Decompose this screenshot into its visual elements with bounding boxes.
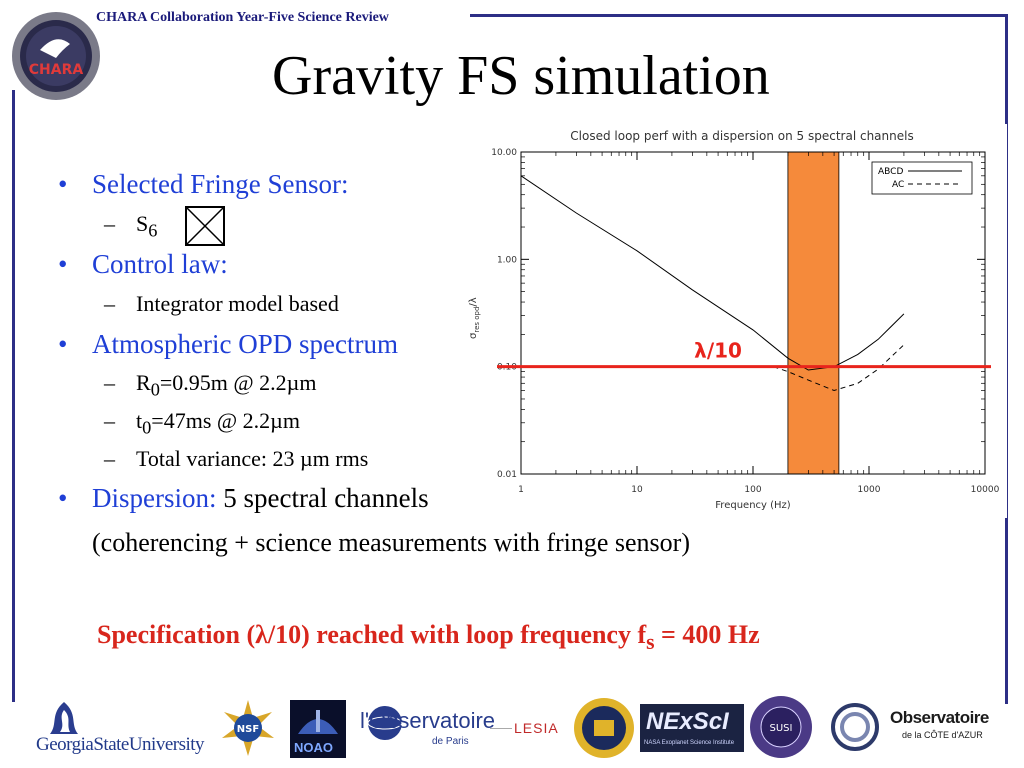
y-tick-label: 0.01 (497, 470, 517, 480)
chart-y-label-main: σ (468, 332, 479, 339)
nexsci-logo-subtext: NASA Exoplanet Science Institute (644, 740, 735, 746)
slide-title: Gravity FS simulation (272, 45, 770, 107)
susi-logo-text: SUSI (770, 723, 793, 734)
lesia-logo-text: LESIA (514, 720, 559, 736)
bullet-list: Selected Fringe Sensor: S6 Control law: … (58, 164, 618, 518)
chart-y-label: σres opd/λ (468, 297, 481, 339)
partner-logos: GeorgiaStateUniversity NSF NOAO l'Observ… (0, 692, 1024, 768)
x-tick-label: 100 (744, 485, 761, 495)
y-tick-label: 1.00 (497, 255, 517, 265)
spec-subscript: s (646, 630, 655, 655)
chart-svg: Closed loop perf with a dispersion on 5 … (462, 124, 1007, 518)
nexsci-logo-text: NExScI (646, 708, 729, 735)
collab-header: CHARA Collaboration Year-Five Science Re… (96, 10, 389, 25)
chart-x-label: Frequency (Hz) (715, 500, 791, 511)
dispersion-detail: (coherencing + science measurements with… (92, 528, 690, 557)
chart-title: Closed loop perf with a dispersion on 5 … (570, 129, 913, 143)
bullet-fringe-sensor-label: Selected Fringe Sensor: (92, 169, 349, 199)
bullet-atmospheric-opd-label: Atmospheric OPD spectrum (92, 329, 398, 359)
y-tick-label: 10.00 (491, 148, 517, 158)
t0-value: =47ms @ 2.2µm (151, 408, 300, 433)
bullet-dispersion-label: Dispersion: (92, 483, 217, 513)
frame-top-rule (470, 14, 1008, 17)
x-tick-label: 1 (518, 485, 524, 495)
bullet-atmospheric-opd: Atmospheric OPD spectrum (58, 324, 618, 364)
x-tick-label: 10 (631, 485, 643, 495)
t0-symbol: t (136, 408, 143, 433)
s6-subscript: 6 (148, 220, 158, 241)
bullet-fringe-sensor: Selected Fringe Sensor: (58, 164, 618, 204)
sub-bullet-total-variance: Total variance: 23 µm rms (58, 440, 618, 478)
x-tick-label: 10000 (971, 485, 1000, 495)
integrator-text: Integrator model based (136, 291, 339, 316)
chart-y-label-tail: /λ (468, 297, 479, 306)
r0-subscript: 0 (150, 379, 160, 400)
legend-label-abcd: ABCD (878, 167, 903, 177)
bullet-dispersion: Dispersion: 5 spectral channels (58, 478, 618, 518)
sub-bullet-r0: R0=0.95m @ 2.2µm (58, 364, 618, 402)
susi-seal-icon: SUSI (750, 696, 812, 758)
oca-swirl-icon (831, 703, 879, 751)
umich-seal-icon (574, 698, 634, 758)
crossed-box-icon (184, 205, 225, 246)
sub-bullet-t0: t0=47ms @ 2.2µm (58, 402, 618, 440)
closed-loop-chart: Closed loop perf with a dispersion on 5 … (462, 124, 1007, 518)
legend-label-ac: AC (892, 180, 904, 190)
noao-logo-text: NOAO (294, 740, 333, 755)
bullet-control-law-label: Control law: (92, 249, 228, 279)
noao-telescope-icon (298, 710, 338, 734)
total-variance-text: Total variance: 23 µm rms (136, 446, 369, 471)
lambda-over-10-label: λ/10 (694, 339, 742, 363)
obs-paris-globe-icon (367, 706, 403, 740)
r0-value: =0.95m @ 2.2µm (159, 370, 317, 395)
spec-text-b: = 400 Hz (654, 620, 760, 649)
series-line-abcd (520, 175, 905, 371)
noao-logo: NOAO (290, 700, 346, 758)
sub-bullet-integrator: Integrator model based (58, 284, 618, 324)
specification-statement: Specification (λ/10) reached with loop f… (97, 620, 760, 655)
s6-text: S (136, 211, 149, 236)
chart-y-label-sub: res opd (473, 307, 481, 333)
r0-symbol: R (136, 370, 151, 395)
nsf-logo: NSF (222, 700, 274, 756)
gsu-flame-icon (50, 702, 78, 734)
x-tick-label: 1000 (858, 485, 881, 495)
sub-bullet-s6: S6 (58, 204, 618, 246)
chara-logo: CHARA (12, 12, 100, 100)
series-line-ac (773, 344, 905, 392)
frame-left-rule (12, 90, 15, 702)
obs-paris-logo-subtext: de Paris (432, 736, 469, 747)
bullet-control-law: Control law: (58, 244, 618, 284)
oca-logo-text: Observatoire (890, 708, 989, 727)
nsf-logo-text: NSF (237, 724, 259, 735)
chart-legend: ABCD AC (871, 161, 973, 195)
chara-logo-text: CHARA (29, 62, 84, 78)
oca-logo-subtext: de la CÔTE d'AZUR (902, 730, 983, 740)
lesia-divider (490, 728, 512, 729)
bullet-dispersion-value: 5 spectral channels (216, 483, 429, 513)
obs-paris-logo-text: l'Observatoire (360, 708, 496, 733)
nexsci-logo: NExScI NASA Exoplanet Science Institute (640, 704, 744, 752)
gsu-logo-text: GeorgiaStateUniversity (36, 734, 205, 755)
frequency-band-highlight (787, 151, 840, 475)
t0-subscript: 0 (142, 417, 152, 438)
spec-text-a: Specification (λ/10) reached with loop f… (97, 620, 647, 649)
